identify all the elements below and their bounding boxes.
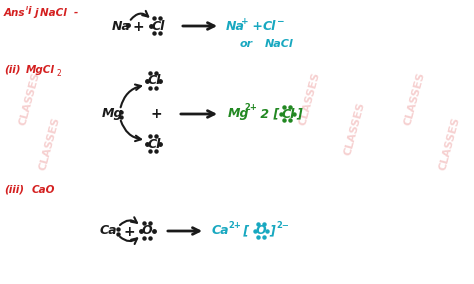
Text: Cl: Cl [148,137,161,151]
Text: Ans: Ans [4,8,26,18]
Text: O: O [256,224,266,237]
Text: +: + [151,107,163,121]
Text: 2+: 2+ [244,103,257,112]
Text: CLASSES: CLASSES [438,116,462,172]
Text: i: i [28,6,31,16]
Text: Cl: Cl [152,20,165,32]
Text: Na: Na [226,20,245,32]
Text: −: − [276,16,283,26]
Text: ᴵ: ᴵ [26,7,28,16]
Text: ]: ] [269,224,275,237]
Text: CLASSES: CLASSES [343,101,367,157]
Text: 2+: 2+ [228,220,241,229]
Text: j: j [34,8,37,18]
Text: Na: Na [112,20,131,32]
Text: CLASSES: CLASSES [403,71,427,127]
Text: +: + [124,225,136,239]
Text: Ca: Ca [100,224,118,237]
Text: NaCl  -: NaCl - [40,8,78,18]
Text: MgCl: MgCl [26,65,55,75]
Text: Cl: Cl [148,74,161,87]
Text: +: + [248,20,267,32]
Text: O: O [142,224,153,237]
Text: 2 [: 2 [ [256,108,279,120]
Text: +: + [133,20,145,34]
Text: (ii): (ii) [4,64,20,74]
Text: Mg: Mg [102,108,124,120]
Text: Mg: Mg [228,108,249,120]
Text: ]: ] [296,108,302,120]
Text: CLASSES: CLASSES [298,71,322,127]
Text: CLASSES: CLASSES [38,116,62,172]
Text: Cl: Cl [263,20,276,32]
Text: or: or [240,39,253,49]
Text: [: [ [239,224,254,237]
Text: 2: 2 [57,68,62,78]
Text: (iii): (iii) [4,184,24,194]
Text: 2−: 2− [276,220,289,229]
Text: CaO: CaO [32,185,55,195]
Text: CLASSES: CLASSES [18,71,42,127]
Text: Cl: Cl [282,108,295,120]
Text: NaCl: NaCl [265,39,294,49]
Text: +: + [241,16,249,26]
Text: Ca: Ca [212,224,229,237]
